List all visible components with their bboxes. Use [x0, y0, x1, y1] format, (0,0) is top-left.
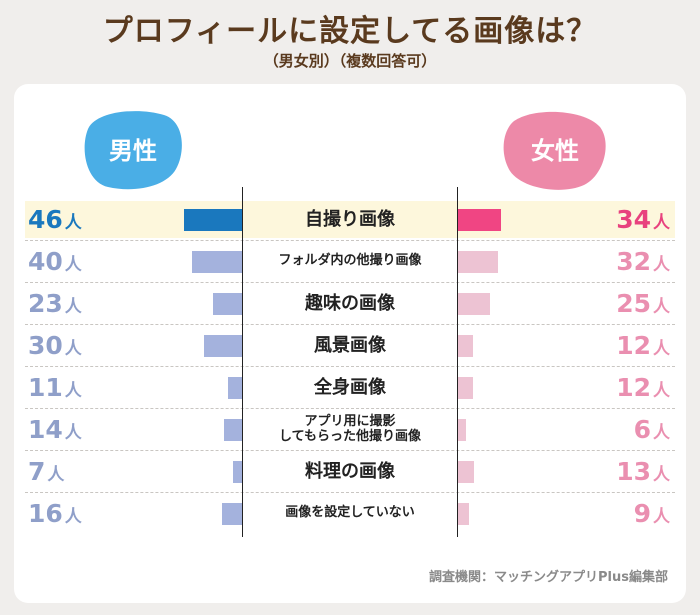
male-count-unit: 人 [64, 507, 82, 527]
category-label: アプリ用に撮影 してもらった他撮り画像 [279, 414, 421, 444]
male-label: 男性 [109, 137, 157, 165]
category-label: 風景画像 [314, 334, 386, 356]
category-label: 自撮り画像 [305, 208, 395, 230]
row-separator [25, 450, 675, 451]
male-count-unit: 人 [64, 381, 82, 401]
male-blob-icon [84, 111, 182, 190]
female-count-value: 34 [616, 205, 651, 234]
male-bar [204, 334, 242, 357]
female-bar [458, 418, 466, 441]
female-bar [458, 460, 474, 483]
male-count-value: 23 [28, 289, 63, 318]
male-count-label: 14 人 [28, 411, 108, 448]
female-blob-icon [503, 111, 606, 190]
category-label: 画像を設定していない [285, 505, 415, 521]
male-bar [228, 376, 242, 399]
chart-title: プロフィールに設定してる画像は？ [102, 14, 598, 49]
female-count-unit: 人 [653, 255, 670, 275]
female-bar [458, 208, 501, 231]
male-count-unit: 人 [64, 339, 82, 359]
row-separator [25, 240, 675, 241]
female-count-label: 34 人 [590, 201, 670, 238]
female-bar [458, 250, 498, 273]
male-count-label: 23 人 [28, 285, 108, 322]
male-count-unit: 人 [64, 255, 82, 275]
female-count-label: 12 人 [590, 369, 670, 406]
row-background [25, 201, 675, 238]
male-count-unit: 人 [64, 423, 82, 443]
female-count-unit: 人 [653, 507, 670, 527]
row-separator [25, 492, 675, 493]
female-count-label: 13 人 [590, 453, 670, 490]
male-count-unit: 人 [47, 465, 65, 485]
male-bar [224, 418, 242, 441]
female-count-unit: 人 [653, 213, 670, 233]
female-count-label: 12 人 [590, 327, 670, 364]
chart-subtitle: （男女別）（複数回答可） [263, 52, 437, 70]
female-count-value: 25 [616, 289, 651, 318]
female-label: 女性 [531, 137, 579, 165]
male-count-label: 40 人 [28, 243, 108, 280]
row-separator [25, 282, 675, 283]
male-bar [192, 250, 242, 273]
female-count-value: 32 [616, 247, 651, 276]
male-count-unit: 人 [64, 213, 82, 233]
male-count-label: 30 人 [28, 327, 108, 364]
female-count-unit: 人 [653, 381, 670, 401]
male-count-value: 7 [28, 457, 46, 486]
row-separator [25, 366, 675, 367]
female-count-unit: 人 [653, 297, 670, 317]
female-count-value: 9 [633, 499, 651, 528]
male-count-value: 16 [28, 499, 63, 528]
right-divider [457, 187, 458, 537]
female-count-value: 12 [616, 373, 651, 402]
left-divider [242, 187, 243, 537]
female-count-unit: 人 [653, 465, 670, 485]
female-count-value: 12 [616, 331, 651, 360]
source-credit: 調査機関：マッチングアプリPlus編集部 [429, 570, 668, 585]
category-label: 料理の画像 [305, 460, 395, 482]
female-bar [458, 502, 469, 525]
female-count-label: 25 人 [590, 285, 670, 322]
female-bar [458, 292, 490, 315]
row-separator [25, 324, 675, 325]
female-count-label: 32 人 [590, 243, 670, 280]
female-count-value: 6 [633, 415, 651, 444]
category-label: フォルダ内の他撮り画像 [278, 253, 422, 269]
male-bar [222, 502, 242, 525]
male-count-value: 11 [28, 373, 63, 402]
male-bar [213, 292, 242, 315]
male-count-unit: 人 [64, 297, 82, 317]
male-count-value: 40 [28, 247, 63, 276]
male-count-value: 30 [28, 331, 63, 360]
female-count-unit: 人 [653, 339, 670, 359]
male-bar [184, 208, 242, 231]
category-label: 趣味の画像 [305, 292, 395, 314]
row-separator [25, 408, 675, 409]
female-bar [458, 334, 473, 357]
male-count-label: 46 人 [28, 201, 108, 238]
male-bar [233, 460, 242, 483]
male-count-label: 11 人 [28, 369, 108, 406]
female-count-value: 13 [616, 457, 651, 486]
female-bar [458, 376, 473, 399]
male-count-label: 16 人 [28, 495, 108, 532]
male-count-value: 46 [28, 205, 63, 234]
male-count-value: 14 [28, 415, 63, 444]
category-label: 全身画像 [314, 376, 386, 398]
female-count-unit: 人 [653, 423, 670, 443]
